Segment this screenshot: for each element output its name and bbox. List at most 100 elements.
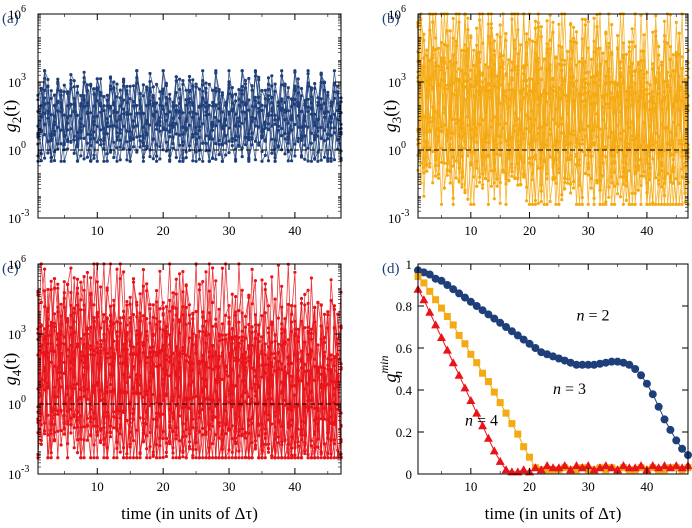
data-point	[610, 80, 614, 84]
data-point	[201, 141, 205, 145]
data-point	[171, 291, 175, 295]
data-point	[463, 191, 467, 195]
data-point	[478, 73, 482, 77]
data-point	[266, 159, 271, 163]
data-point	[273, 437, 277, 441]
data-point	[332, 158, 336, 162]
data-point	[118, 88, 122, 92]
data-point	[276, 456, 280, 460]
data-point	[243, 143, 248, 147]
data-point	[486, 134, 490, 138]
y-tick-label: 103	[8, 72, 26, 90]
data-point	[260, 149, 264, 154]
data-point	[112, 456, 116, 460]
data-point	[250, 267, 254, 271]
data-point	[507, 149, 511, 154]
data-point	[204, 270, 208, 274]
data-point	[128, 159, 132, 163]
data-point	[181, 82, 185, 86]
y-tick-label: 103	[388, 72, 406, 90]
data-point	[211, 344, 215, 348]
data-point	[316, 366, 320, 370]
data-point	[313, 82, 317, 86]
data-point	[501, 168, 505, 172]
data-point	[220, 159, 224, 163]
data-point	[329, 114, 333, 118]
data-point	[207, 456, 211, 460]
data-point	[201, 103, 205, 107]
data-point	[460, 146, 464, 150]
data-point	[306, 301, 310, 305]
data-point	[574, 30, 579, 34]
data-point	[519, 43, 523, 47]
data-point	[316, 445, 320, 449]
data-point	[290, 159, 294, 163]
data-point	[201, 330, 205, 334]
data-point	[574, 202, 579, 206]
data-point	[654, 131, 658, 135]
data-point	[204, 149, 208, 153]
data-point	[214, 317, 218, 321]
data-point	[510, 174, 514, 178]
y-tick-label: 1	[406, 257, 413, 272]
data-point	[492, 197, 496, 201]
data-point	[234, 157, 238, 161]
data-point	[313, 305, 317, 310]
data-point	[237, 309, 241, 313]
data-point	[62, 280, 66, 284]
data-point	[125, 140, 129, 144]
data-point	[481, 186, 485, 190]
data-point	[633, 202, 637, 206]
data-point	[660, 415, 669, 424]
data-point	[102, 338, 106, 342]
data-point	[507, 105, 511, 109]
data-point	[151, 333, 155, 338]
data-point	[56, 429, 60, 433]
data-point	[237, 456, 241, 460]
data-point	[89, 84, 93, 88]
data-point	[293, 102, 297, 106]
data-point	[332, 131, 336, 135]
data-point	[49, 137, 53, 141]
data-point	[502, 409, 510, 417]
data-point	[187, 447, 192, 451]
data-point	[501, 54, 505, 58]
data-point	[95, 77, 99, 81]
data-point	[319, 103, 323, 107]
data-point	[469, 68, 473, 72]
data-point	[141, 421, 145, 425]
data-point	[306, 72, 310, 76]
data-point	[49, 279, 53, 283]
data-point	[671, 120, 675, 124]
data-point	[498, 181, 502, 185]
data-point	[184, 98, 188, 102]
data-point	[148, 321, 152, 325]
data-point	[657, 45, 661, 49]
data-point	[102, 95, 106, 99]
data-point	[432, 296, 440, 304]
data-point	[613, 202, 617, 206]
data-point	[151, 303, 155, 307]
data-point	[52, 430, 57, 434]
data-point	[299, 301, 304, 305]
data-point	[174, 292, 178, 296]
data-point	[237, 341, 241, 345]
data-point	[270, 151, 274, 155]
data-point	[211, 100, 215, 105]
data-point	[184, 456, 188, 460]
data-point	[211, 442, 215, 446]
data-point	[214, 103, 218, 107]
data-point	[181, 159, 185, 163]
data-point	[204, 113, 208, 117]
data-point	[181, 270, 185, 274]
data-point	[197, 359, 201, 364]
data-point	[283, 328, 287, 332]
data-point	[316, 134, 320, 138]
data-point	[194, 351, 198, 355]
data-point	[85, 438, 89, 442]
data-point	[645, 181, 649, 185]
data-point	[283, 108, 287, 112]
data-point	[125, 84, 129, 88]
data-point	[148, 80, 152, 84]
data-point	[46, 317, 50, 321]
